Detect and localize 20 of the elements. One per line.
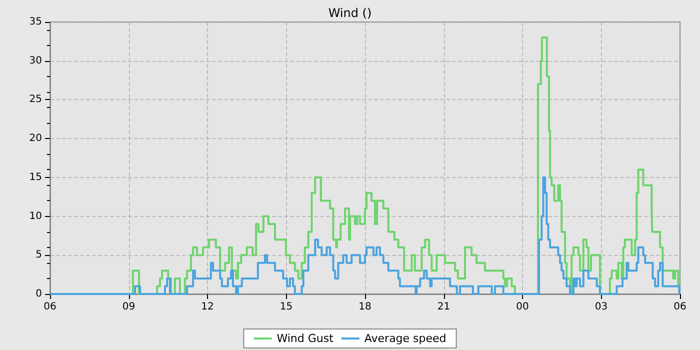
x-tick-label: 18 bbox=[358, 302, 372, 312]
legend-label: Average speed bbox=[364, 332, 446, 345]
x-tick-label: 12 bbox=[201, 302, 214, 312]
y-tick-label: 5 bbox=[36, 250, 42, 261]
y-tick-label: 10 bbox=[29, 210, 42, 222]
y-tick-label: 20 bbox=[29, 133, 42, 144]
y-tick-label: 35 bbox=[29, 16, 42, 28]
legend-label: Wind Gust bbox=[276, 332, 334, 345]
y-tick-label: 15 bbox=[29, 172, 42, 183]
x-tick-label: 15 bbox=[280, 302, 293, 312]
y-tick-label: 30 bbox=[29, 55, 42, 66]
x-tick-label: 21 bbox=[437, 302, 450, 312]
x-tick-label: 00 bbox=[516, 302, 529, 312]
x-tick-label: 03 bbox=[594, 302, 608, 312]
chart-title: Wind () bbox=[328, 6, 372, 20]
y-tick-label: 25 bbox=[29, 94, 42, 106]
x-tick-label: 06 bbox=[674, 302, 686, 312]
x-tick-label: 09 bbox=[122, 302, 136, 312]
x-tick-label: 06 bbox=[44, 302, 56, 312]
y-tick-label: 0 bbox=[36, 288, 42, 300]
